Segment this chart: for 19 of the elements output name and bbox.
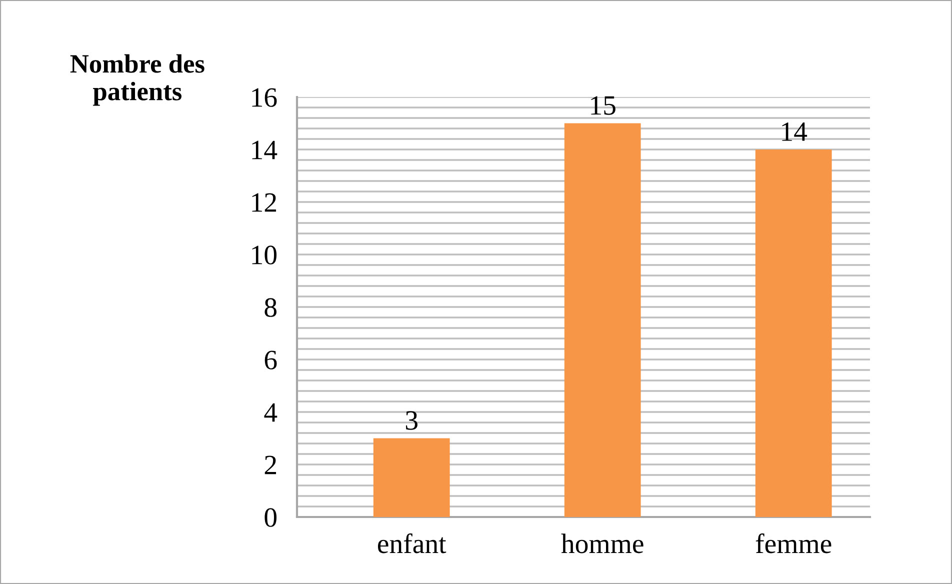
- y-tick-label: 0: [264, 508, 276, 527]
- x-tick-label: enfant: [378, 533, 446, 554]
- bar: [755, 150, 832, 517]
- data-label: 15: [591, 96, 616, 115]
- bar: [373, 438, 450, 517]
- bar: [564, 123, 641, 517]
- y-tick-label: 12: [252, 193, 276, 212]
- y-tick-label: 14: [252, 140, 278, 160]
- y-tick-label: 6: [264, 350, 277, 370]
- x-tick-label: femme: [756, 533, 832, 554]
- data-label: 14: [782, 122, 808, 141]
- y-tick-label: 16: [252, 88, 277, 107]
- y-axis-title: Nombre des patients: [70, 54, 204, 106]
- y-tick-label: 10: [252, 246, 276, 264]
- data-label: 3: [406, 411, 418, 430]
- y-tick-label: 8: [264, 298, 276, 317]
- y-tick-label: 4: [264, 403, 278, 422]
- y-tick-label: 2: [264, 456, 276, 474]
- x-tick-label: homme: [561, 534, 644, 554]
